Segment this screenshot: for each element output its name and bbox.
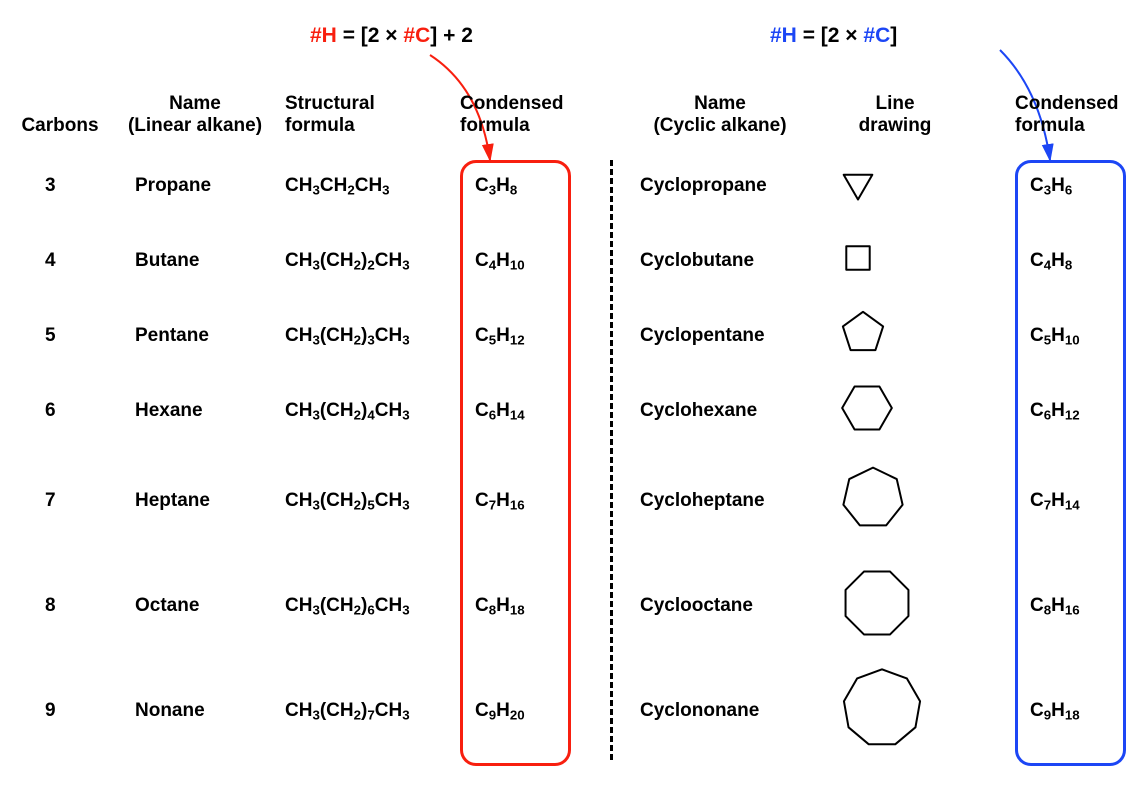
cell-linear-name: Nonane (135, 700, 205, 722)
cell-cyclic-name: Cycloheptane (640, 490, 765, 512)
line-drawing-7-icon (840, 465, 906, 531)
cell-linear-name: Octane (135, 595, 199, 617)
cell-carbons: 3 (45, 175, 56, 197)
cell-structural: CH3(CH2)6CH3 (285, 595, 410, 617)
header-cyclic-name: Name (Cyclic alkane) (635, 93, 805, 137)
header-structural: Structural formula (285, 93, 425, 137)
cell-condensed-linear: C3H8 (475, 175, 517, 197)
cell-structural: CH3CH2CH3 (285, 175, 390, 197)
hash-c: #C (403, 24, 430, 47)
cell-structural: CH3(CH2)7CH3 (285, 700, 410, 722)
line-drawing-8-icon (840, 566, 914, 640)
cell-condensed-cyclic: C3H6 (1030, 175, 1072, 197)
cell-condensed-linear: C9H20 (475, 700, 525, 722)
cell-cyclic-name: Cyclopropane (640, 175, 767, 197)
cell-carbons: 6 (45, 400, 56, 422)
cell-condensed-linear: C8H18 (475, 595, 525, 617)
equation-linear: #H = [2 × #C] + 2 (310, 24, 473, 48)
cell-carbons: 7 (45, 490, 56, 512)
cell-structural: CH3(CH2)2CH3 (285, 250, 410, 272)
cell-condensed-cyclic: C6H12 (1030, 400, 1080, 422)
cell-linear-name: Butane (135, 250, 199, 272)
header-condensed-linear: Condensed formula (460, 93, 590, 137)
line-drawing-3-icon (840, 165, 876, 201)
header-linear-name: Name (Linear alkane) (115, 93, 275, 137)
cell-cyclic-name: Cyclopentane (640, 325, 765, 347)
separator-dashed (610, 160, 613, 760)
equation-cyclic: #H = [2 × #C] (770, 24, 897, 48)
cell-condensed-linear: C6H14 (475, 400, 525, 422)
cell-cyclic-name: Cyclooctane (640, 595, 753, 617)
cell-linear-name: Propane (135, 175, 211, 197)
cell-condensed-cyclic: C5H10 (1030, 325, 1080, 347)
cell-structural: CH3(CH2)3CH3 (285, 325, 410, 347)
cell-condensed-linear: C7H16 (475, 490, 525, 512)
cell-linear-name: Hexane (135, 400, 203, 422)
cell-condensed-cyclic: C8H16 (1030, 595, 1080, 617)
cell-carbons: 9 (45, 700, 56, 722)
line-drawing-6-icon (840, 381, 894, 435)
line-drawing-4-icon (840, 240, 876, 276)
cell-structural: CH3(CH2)5CH3 (285, 490, 410, 512)
hash-c: #C (863, 24, 890, 47)
line-drawing-9-icon (840, 666, 924, 750)
header-line-drawing: Line drawing (840, 93, 950, 137)
cell-linear-name: Heptane (135, 490, 210, 512)
cell-cyclic-name: Cyclobutane (640, 250, 754, 272)
cell-condensed-linear: C4H10 (475, 250, 525, 272)
cell-condensed-cyclic: C7H14 (1030, 490, 1080, 512)
cell-carbons: 4 (45, 250, 56, 272)
hash-h: #H (310, 24, 337, 47)
header-carbons: Carbons (15, 115, 105, 137)
cell-condensed-cyclic: C9H18 (1030, 700, 1080, 722)
cell-condensed-linear: C5H12 (475, 325, 525, 347)
cell-linear-name: Pentane (135, 325, 209, 347)
cell-cyclic-name: Cyclohexane (640, 400, 757, 422)
line-drawing-5-icon (840, 310, 886, 356)
cell-structural: CH3(CH2)4CH3 (285, 400, 410, 422)
header-condensed-cyclic: Condensed formula (1015, 93, 1145, 137)
cell-carbons: 8 (45, 595, 56, 617)
cell-cyclic-name: Cyclononane (640, 700, 759, 722)
cell-condensed-cyclic: C4H8 (1030, 250, 1072, 272)
cell-carbons: 5 (45, 325, 56, 347)
hash-h: #H (770, 24, 797, 47)
